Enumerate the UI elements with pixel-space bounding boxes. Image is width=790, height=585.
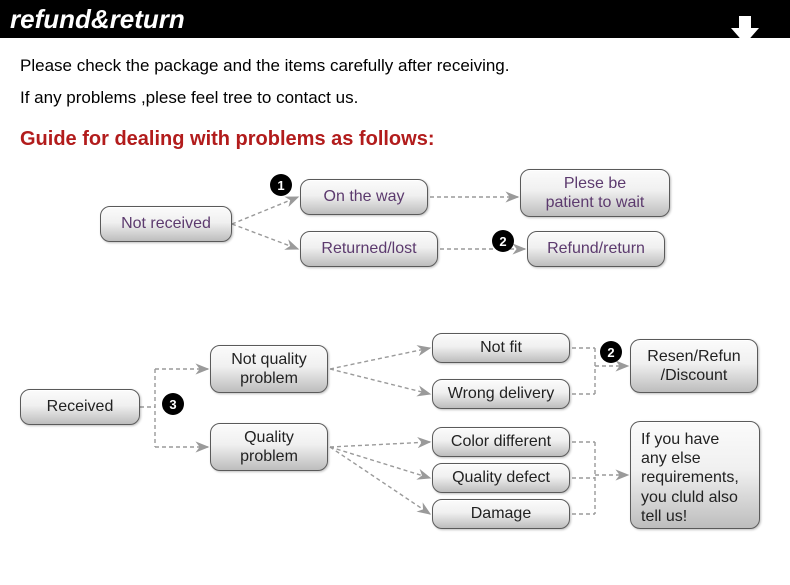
flow-node-quality: Qualityproblem <box>210 423 328 471</box>
step-badge: 2 <box>492 230 514 252</box>
intro-line1: Please check the package and the items c… <box>20 56 770 76</box>
flow-edge <box>330 447 430 514</box>
flow-node-returned: Returned/lost <box>300 231 438 267</box>
flow-node-wrong: Wrong delivery <box>432 379 570 409</box>
header-title: refund&return <box>10 4 185 35</box>
flow-node-received: Received <box>20 389 140 425</box>
flow-node-color_diff: Color different <box>432 427 570 457</box>
flow-edge <box>232 197 298 224</box>
down-arrow-icon <box>725 16 765 46</box>
flow-node-else_req: If you haveany elserequirements,you clul… <box>630 421 760 529</box>
flow-node-on_the_way: On the way <box>300 179 428 215</box>
flow-node-defect: Quality defect <box>432 463 570 493</box>
flow-node-patient: Plese bepatient to wait <box>520 169 670 217</box>
flow-node-resen: Resen/Refun/Discount <box>630 339 758 393</box>
step-badge: 1 <box>270 174 292 196</box>
flow-edge <box>330 369 430 394</box>
flow-edge <box>330 447 430 478</box>
header-bar: refund&return <box>0 0 790 38</box>
flow-node-not_fit: Not fit <box>432 333 570 363</box>
flowchart-canvas: Not received On the way Returned/lost Plese… <box>0 161 790 581</box>
intro-text: Please check the package and the items c… <box>0 38 790 128</box>
step-badge: 2 <box>600 341 622 363</box>
flow-node-not_received: Not received <box>100 206 232 242</box>
intro-line2: If any problems ,plese feel tree to cont… <box>20 88 770 108</box>
flow-edge <box>330 442 430 447</box>
flow-node-damage: Damage <box>432 499 570 529</box>
flow-edge <box>232 224 298 249</box>
guide-title: Guide for dealing with problems as follo… <box>20 128 790 151</box>
step-badge: 3 <box>162 393 184 415</box>
flow-node-refund: Refund/return <box>527 231 665 267</box>
flow-node-not_quality: Not qualityproblem <box>210 345 328 393</box>
flow-edge <box>330 348 430 369</box>
